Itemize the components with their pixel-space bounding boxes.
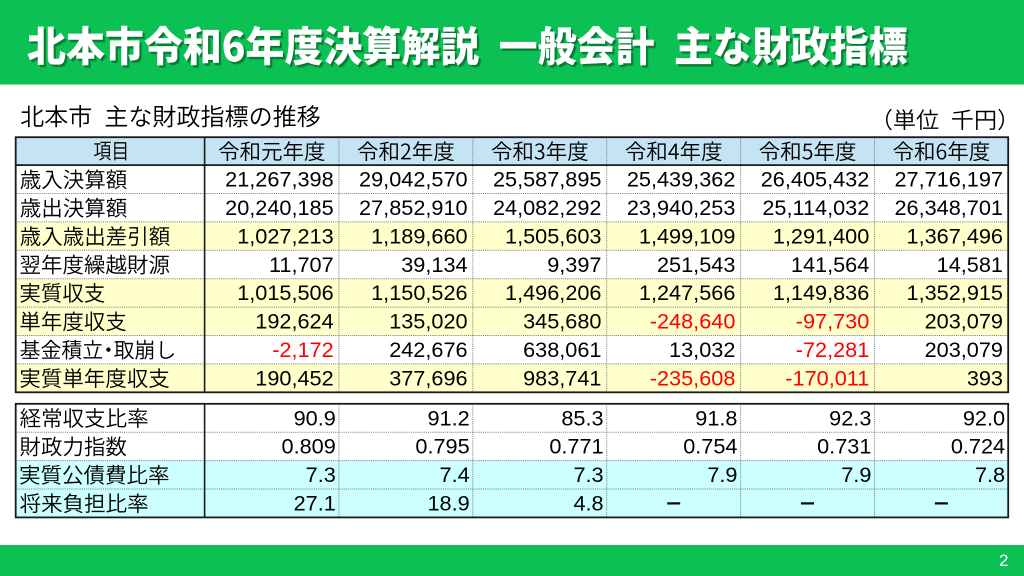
svg-text:25,587,895: 25,587,895 <box>493 167 602 192</box>
svg-text:7.9: 7.9 <box>841 462 871 487</box>
svg-text:91.2: 91.2 <box>427 405 469 430</box>
svg-text:-235,608: -235,608 <box>650 365 736 390</box>
svg-text:91.8: 91.8 <box>695 405 737 430</box>
svg-text:25,439,362: 25,439,362 <box>627 167 736 192</box>
svg-text:1,247,566: 1,247,566 <box>639 280 735 305</box>
svg-text:203,079: 203,079 <box>925 337 1003 362</box>
svg-text:190,452: 190,452 <box>255 365 333 390</box>
svg-text:27,716,197: 27,716,197 <box>894 167 1003 192</box>
svg-text:2: 2 <box>999 551 1008 570</box>
svg-text:345,680: 345,680 <box>523 309 601 334</box>
svg-text:14,581: 14,581 <box>937 252 1003 277</box>
svg-text:23,940,253: 23,940,253 <box>627 195 736 220</box>
svg-text:11,707: 11,707 <box>269 252 334 277</box>
svg-text:90.9: 90.9 <box>294 405 336 430</box>
svg-text:1,149,836: 1,149,836 <box>773 280 869 305</box>
svg-text:21,267,398: 21,267,398 <box>225 167 334 192</box>
svg-text:0.724: 0.724 <box>951 434 1005 459</box>
svg-text:1,027,213: 1,027,213 <box>237 223 333 248</box>
svg-text:27,852,910: 27,852,910 <box>359 195 468 220</box>
svg-text:-72,281: -72,281 <box>796 337 870 362</box>
svg-text:1,505,603: 1,505,603 <box>505 223 601 248</box>
svg-text:1,189,660: 1,189,660 <box>371 223 467 248</box>
svg-text:7.3: 7.3 <box>306 462 336 487</box>
svg-text:135,020: 135,020 <box>389 309 467 334</box>
svg-text:-97,730: -97,730 <box>796 309 870 334</box>
svg-text:1,496,206: 1,496,206 <box>505 280 601 305</box>
svg-text:1,015,506: 1,015,506 <box>237 280 333 305</box>
svg-text:0.731: 0.731 <box>817 434 871 459</box>
svg-text:26,348,701: 26,348,701 <box>894 195 1003 220</box>
svg-text:242,676: 242,676 <box>389 337 467 362</box>
svg-text:251,543: 251,543 <box>657 252 735 277</box>
svg-text:1,352,915: 1,352,915 <box>907 280 1003 305</box>
svg-text:192,624: 192,624 <box>255 309 333 334</box>
svg-text:141,564: 141,564 <box>791 252 869 277</box>
svg-text:7.8: 7.8 <box>975 462 1005 487</box>
svg-text:39,134: 39,134 <box>401 252 467 277</box>
svg-text:85.3: 85.3 <box>561 405 603 430</box>
svg-text:1,367,496: 1,367,496 <box>907 223 1003 248</box>
svg-text:29,042,570: 29,042,570 <box>359 167 468 192</box>
svg-text:-2,172: -2,172 <box>272 337 334 362</box>
svg-text:-170,011: -170,011 <box>785 365 869 390</box>
svg-text:92.3: 92.3 <box>829 405 871 430</box>
svg-text:7.9: 7.9 <box>707 462 737 487</box>
svg-text:25,114,032: 25,114,032 <box>762 195 869 220</box>
svg-text:20,240,185: 20,240,185 <box>225 195 334 220</box>
svg-text:26,405,432: 26,405,432 <box>761 167 870 192</box>
svg-text:377,696: 377,696 <box>389 365 467 390</box>
svg-text:18.9: 18.9 <box>427 491 469 516</box>
svg-text:9,397: 9,397 <box>547 252 601 277</box>
svg-text:-248,640: -248,640 <box>650 309 736 334</box>
svg-text:0.771: 0.771 <box>549 434 603 459</box>
svg-text:638,061: 638,061 <box>523 337 601 362</box>
svg-text:1,150,526: 1,150,526 <box>371 280 467 305</box>
svg-text:0.809: 0.809 <box>282 434 336 459</box>
svg-text:7.4: 7.4 <box>440 462 470 487</box>
svg-text:27.1: 27.1 <box>294 491 336 516</box>
svg-text:92.0: 92.0 <box>963 405 1005 430</box>
svg-text:0.754: 0.754 <box>683 434 737 459</box>
svg-text:1,499,109: 1,499,109 <box>639 223 735 248</box>
svg-text:1,291,400: 1,291,400 <box>773 223 869 248</box>
svg-text:983,741: 983,741 <box>523 365 601 390</box>
svg-text:24,082,292: 24,082,292 <box>493 195 602 220</box>
svg-text:7.3: 7.3 <box>573 462 603 487</box>
svg-text:203,079: 203,079 <box>925 309 1003 334</box>
svg-text:393: 393 <box>967 365 1003 390</box>
svg-text:4.8: 4.8 <box>573 491 603 516</box>
svg-text:0.795: 0.795 <box>415 434 469 459</box>
svg-text:13,032: 13,032 <box>669 337 735 362</box>
